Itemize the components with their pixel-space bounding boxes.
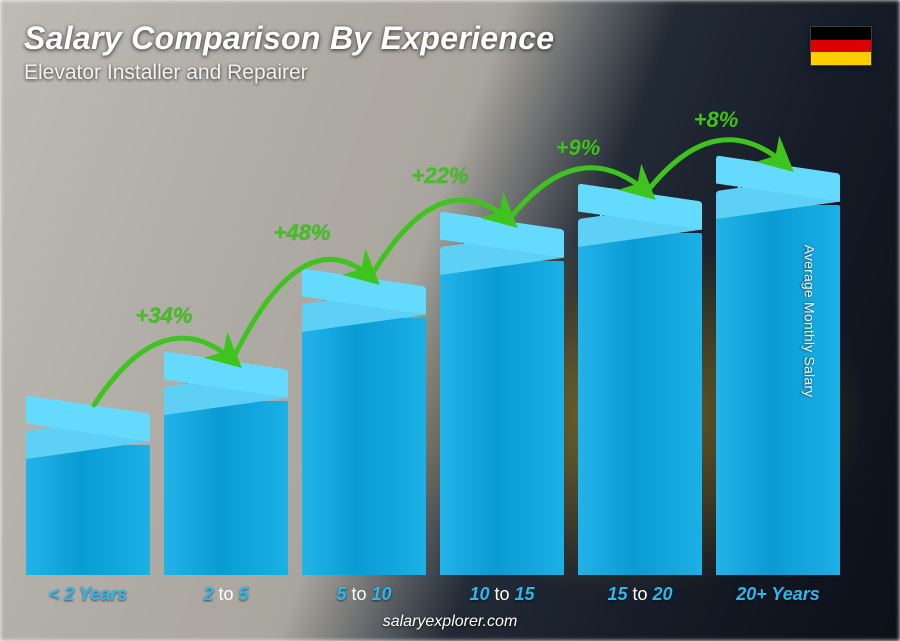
bars-row: 790 EUR1,060 EUR1,560 EUR1,910 EUR2,080 … bbox=[24, 110, 842, 575]
category-axis: < 2 Years 2 to 5 5 to 10 10 to 15 15 to 20 20… bbox=[24, 584, 842, 605]
category-label: 5 to 10 bbox=[302, 584, 426, 605]
category-label: 2 to 5 bbox=[164, 584, 288, 605]
header: Salary Comparison By Experience Elevator… bbox=[24, 20, 876, 85]
germany-flag-icon bbox=[810, 26, 872, 66]
chart-title: Salary Comparison By Experience bbox=[24, 20, 876, 57]
bar bbox=[26, 445, 150, 575]
bar-column: 1,910 EUR bbox=[440, 110, 564, 575]
category-label: < 2 Years bbox=[26, 584, 150, 605]
category-label: 15 to 20 bbox=[578, 584, 702, 605]
bar bbox=[716, 205, 840, 575]
bar-column: 1,560 EUR bbox=[302, 110, 426, 575]
infographic-container: Salary Comparison By Experience Elevator… bbox=[0, 0, 900, 641]
y-axis-label: Average Monthly Salary bbox=[802, 244, 818, 397]
category-label: 10 to 15 bbox=[440, 584, 564, 605]
category-label: 20+ Years bbox=[716, 584, 840, 605]
bar bbox=[578, 233, 702, 575]
bar-column: 1,060 EUR bbox=[164, 110, 288, 575]
bar bbox=[302, 318, 426, 575]
bar-column: 2,250 EUR bbox=[716, 110, 840, 575]
bar-column: 790 EUR bbox=[26, 110, 150, 575]
bar-column: 2,080 EUR bbox=[578, 110, 702, 575]
chart-area: 790 EUR1,060 EUR1,560 EUR1,910 EUR2,080 … bbox=[24, 110, 842, 575]
chart-subtitle: Elevator Installer and Repairer bbox=[24, 61, 876, 85]
bar bbox=[440, 261, 564, 575]
bar bbox=[164, 401, 288, 575]
footer-attribution: salaryexplorer.com bbox=[0, 613, 900, 631]
